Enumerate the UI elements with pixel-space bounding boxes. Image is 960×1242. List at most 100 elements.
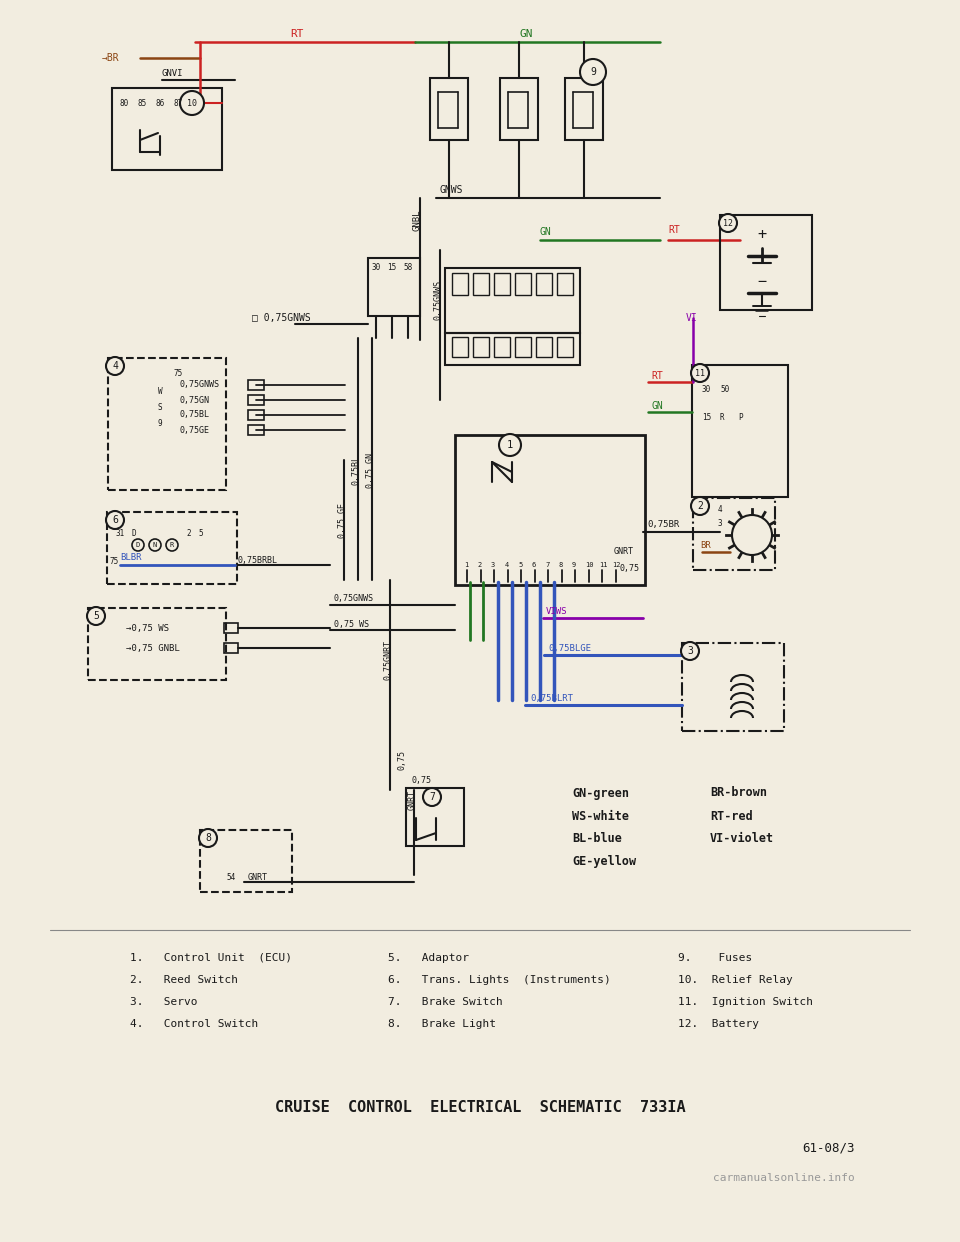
Circle shape [149, 539, 161, 551]
Text: 3: 3 [687, 646, 693, 656]
Bar [112, 88, 222, 170]
Circle shape [87, 607, 105, 625]
Bar [88, 609, 226, 681]
Text: 10: 10 [187, 98, 197, 108]
Text: 0,75BL: 0,75BL [352, 455, 361, 484]
Text: WS-white: WS-white [572, 810, 629, 822]
Text: VI: VI [686, 313, 698, 323]
Circle shape [719, 214, 737, 232]
Text: 30: 30 [372, 263, 381, 272]
Text: 4.   Control Switch: 4. Control Switch [130, 1018, 258, 1030]
Text: 0,75 GE: 0,75 GE [338, 503, 347, 538]
Text: 5: 5 [518, 561, 522, 568]
Text: VI-violet: VI-violet [710, 832, 774, 846]
Text: 0,75GNRT: 0,75GNRT [384, 640, 393, 681]
Text: →BR: →BR [102, 53, 120, 63]
Text: W: W [158, 388, 162, 396]
Text: 0,75GN: 0,75GN [180, 395, 210, 405]
Text: 30: 30 [702, 385, 711, 395]
Circle shape [106, 356, 124, 375]
Text: 9: 9 [158, 420, 162, 428]
Text: CRUISE  CONTROL  ELECTRICAL  SCHEMATIC  733IA: CRUISE CONTROL ELECTRICAL SCHEMATIC 733I… [275, 1100, 685, 1115]
Text: 31: 31 [116, 529, 125, 539]
Bar [500, 78, 538, 140]
Bar [445, 268, 580, 333]
Text: 0,75: 0,75 [412, 775, 432, 785]
Text: 15: 15 [387, 263, 396, 272]
Text: 3: 3 [718, 519, 723, 529]
Bar [515, 273, 531, 296]
Text: S: S [158, 404, 162, 412]
Bar [406, 787, 464, 846]
Bar [515, 337, 531, 356]
Text: 0,75GNWS: 0,75GNWS [433, 279, 442, 320]
Bar [682, 643, 784, 732]
Text: R: R [720, 414, 725, 422]
Text: GNBL: GNBL [413, 209, 422, 231]
Text: GE-yellow: GE-yellow [572, 856, 636, 868]
Text: 2: 2 [477, 561, 482, 568]
Text: 75: 75 [174, 370, 183, 379]
Text: 0,75 WS: 0,75 WS [334, 620, 369, 628]
Text: 54: 54 [226, 872, 235, 882]
Text: 4: 4 [718, 505, 723, 514]
Text: 7: 7 [429, 792, 435, 802]
Text: 1.   Control Unit  (ECU): 1. Control Unit (ECU) [130, 953, 292, 963]
Text: 15: 15 [702, 414, 711, 422]
Circle shape [681, 642, 699, 660]
Text: P: P [738, 414, 743, 422]
Bar [557, 337, 573, 356]
Text: GNRT: GNRT [248, 872, 268, 882]
Text: 10: 10 [586, 561, 594, 568]
Text: 7: 7 [545, 561, 549, 568]
Text: D: D [132, 529, 136, 539]
Text: 5: 5 [93, 611, 99, 621]
Text: 7.   Brake Switch: 7. Brake Switch [388, 997, 503, 1007]
Bar [107, 512, 237, 584]
Circle shape [180, 91, 204, 116]
Text: RT-red: RT-red [710, 810, 753, 822]
Circle shape [199, 828, 217, 847]
Circle shape [166, 539, 178, 551]
Text: RT: RT [668, 225, 680, 235]
Text: 85: 85 [138, 98, 147, 108]
Bar [452, 273, 468, 296]
Circle shape [691, 497, 709, 515]
Text: 6.   Trans. Lights  (Instruments): 6. Trans. Lights (Instruments) [388, 975, 611, 985]
Bar [536, 273, 552, 296]
Bar [720, 215, 812, 310]
Text: GN: GN [520, 29, 534, 39]
Text: 9.    Fuses: 9. Fuses [678, 953, 753, 963]
Bar [565, 78, 603, 140]
Bar [473, 273, 489, 296]
Text: 61-08/3: 61-08/3 [803, 1141, 855, 1155]
Text: GN: GN [651, 401, 662, 411]
Text: 0,75: 0,75 [398, 750, 407, 770]
Bar [248, 395, 264, 405]
Text: N: N [153, 542, 157, 548]
Bar [445, 333, 580, 365]
Text: 9: 9 [590, 67, 596, 77]
Bar [430, 78, 468, 140]
Text: 4: 4 [505, 561, 509, 568]
Text: +: + [757, 227, 767, 242]
Bar [248, 425, 264, 435]
Text: R: R [170, 542, 174, 548]
Circle shape [691, 364, 709, 383]
Text: GNWS: GNWS [440, 185, 464, 195]
Text: 0,75: 0,75 [620, 564, 640, 573]
Bar [494, 337, 510, 356]
Text: 2: 2 [186, 529, 191, 539]
Text: 0,75BLRT: 0,75BLRT [530, 693, 573, 703]
Bar [108, 358, 226, 491]
Text: 11.  Ignition Switch: 11. Ignition Switch [678, 997, 813, 1007]
Bar [557, 273, 573, 296]
Text: 4: 4 [112, 361, 118, 371]
Text: GN-green: GN-green [572, 786, 629, 800]
Text: VIWS: VIWS [546, 607, 567, 616]
Bar [692, 365, 788, 497]
Text: 5: 5 [198, 529, 203, 539]
Bar [473, 337, 489, 356]
Text: 5.   Adaptor: 5. Adaptor [388, 953, 469, 963]
Text: RT: RT [290, 29, 303, 39]
